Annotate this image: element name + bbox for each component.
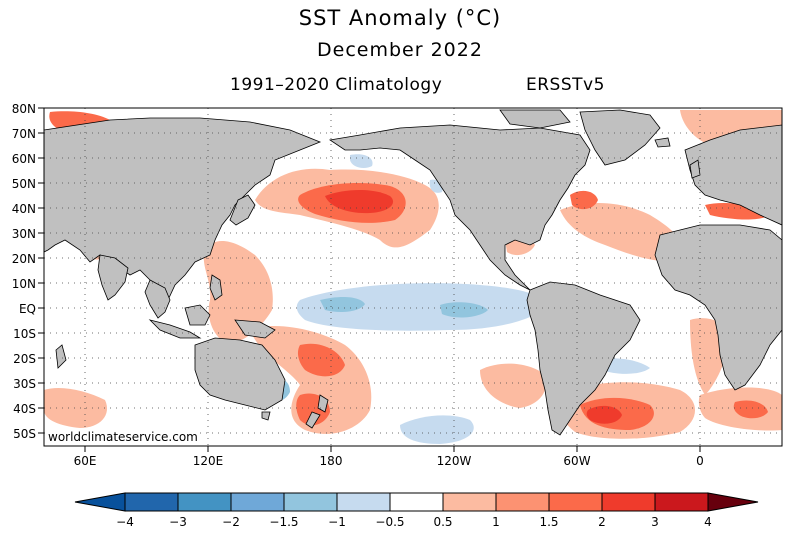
new-guinea <box>234 319 276 339</box>
colorbar-tick-label: 0.5 <box>433 515 452 529</box>
canadian-arctic <box>499 109 571 129</box>
north-atlantic-warm <box>560 203 684 262</box>
south-america <box>526 281 641 436</box>
india <box>97 254 129 301</box>
lon-label: 120E <box>193 454 224 468</box>
africa <box>654 224 782 391</box>
south-indian-east-core <box>733 400 768 419</box>
lon-label: 120W <box>437 454 472 468</box>
south-indian-warm <box>44 388 108 428</box>
colorbar-segment <box>495 492 550 512</box>
south-pacific-warm-core <box>297 343 345 377</box>
west-pacific-warm <box>203 240 273 345</box>
colorbar-segment <box>124 492 179 512</box>
latitude-labels: 80N 70N 60N 50N 40N 30N 20N 10N EQ 10S 2… <box>12 102 36 441</box>
cool-anomalies <box>270 154 650 444</box>
north-pacific-warm-max <box>325 190 394 214</box>
colorbar-segment <box>601 492 656 512</box>
iceland <box>654 137 671 148</box>
indonesia-west <box>148 319 202 339</box>
north-america <box>328 124 591 291</box>
colorbar-tick-label: 1.5 <box>539 515 558 529</box>
lon-label: 0 <box>696 454 704 468</box>
colorbar-tick-label: −1 <box>328 515 346 529</box>
lat-label: 80N <box>12 102 36 116</box>
colorbar-segment <box>389 492 444 512</box>
chile-cool <box>600 358 650 374</box>
colorbar-over-arrow <box>707 492 759 512</box>
lat-label: 50S <box>13 427 36 441</box>
colorbar-tick-label: 3 <box>651 515 659 529</box>
land-layer <box>44 109 782 436</box>
madagascar <box>55 344 67 369</box>
south-atlantic-warm-max <box>586 405 622 424</box>
lat-label: 40S <box>13 402 36 416</box>
watermark-background <box>45 428 197 445</box>
europe <box>684 124 782 226</box>
colorbar-segment <box>336 492 391 512</box>
la-nina-cool <box>296 283 545 331</box>
colorbar-tick-label: 2 <box>598 515 606 529</box>
lon-label: 60W <box>563 454 590 468</box>
lat-label: 20N <box>12 252 36 266</box>
dataset-label: ERSSTv5 <box>526 75 605 95</box>
south-pacific-warm <box>250 325 372 434</box>
lon-label: 180 <box>320 454 343 468</box>
lat-label: 40N <box>12 202 36 216</box>
philippines <box>209 274 223 301</box>
colorbar-tick-label: 1 <box>492 515 500 529</box>
colorbar-segment <box>230 492 285 512</box>
lat-label: 60N <box>12 152 36 166</box>
watermark-text: worldclimateservice.com <box>48 430 198 444</box>
south-pacific-cool <box>400 415 474 444</box>
colorbar-under-arrow <box>74 492 126 512</box>
lon-label: 60E <box>74 454 97 468</box>
japan <box>229 194 256 226</box>
graticule <box>44 108 782 446</box>
new-zealand <box>305 394 329 429</box>
longitude-labels: 60E 120E 180 120W 60W 0 <box>74 454 704 468</box>
tasmania <box>261 411 271 421</box>
colorbar-segment <box>442 492 497 512</box>
colorbar-tick-label: −0.5 <box>375 515 404 529</box>
lat-label: 20S <box>13 352 36 366</box>
colorbar-segment <box>654 492 709 512</box>
southeast-pacific-warm <box>480 363 547 408</box>
borneo <box>184 304 211 326</box>
lat-label: 70N <box>12 127 36 141</box>
colorbar-tick-label: −4 <box>116 515 134 529</box>
lat-label: EQ <box>19 302 36 316</box>
colorbar-tick-label: −3 <box>169 515 187 529</box>
map-title: SST Anomaly (°C) <box>298 6 502 30</box>
climatology-label: 1991–2020 Climatology <box>230 75 443 95</box>
lat-label: 10N <box>12 277 36 291</box>
la-nina-core-east <box>440 302 488 318</box>
colorbar-segment <box>548 492 603 512</box>
colorbar-tick-label: −1.5 <box>269 515 298 529</box>
map-frame <box>43 107 783 447</box>
colorbar-tick-label: 4 <box>704 515 712 529</box>
lat-label: 30N <box>12 227 36 241</box>
australia <box>194 337 286 411</box>
indochina <box>144 279 171 319</box>
lat-label: 50N <box>12 177 36 191</box>
map-period: December 2022 <box>317 39 483 61</box>
colorbar-segment <box>283 492 338 512</box>
colorbar-segment <box>177 492 232 512</box>
alaska-cool <box>350 154 373 168</box>
colorbar: −4 −3 −2 −1.5 −1 −0.5 0.5 1 1.5 2 3 4 <box>74 492 759 529</box>
colorbar-tick-label: −2 <box>222 515 240 529</box>
greenland <box>579 109 661 166</box>
tick-marks <box>38 107 701 452</box>
lat-label: 30S <box>13 377 36 391</box>
lat-label: 10S <box>13 327 36 341</box>
